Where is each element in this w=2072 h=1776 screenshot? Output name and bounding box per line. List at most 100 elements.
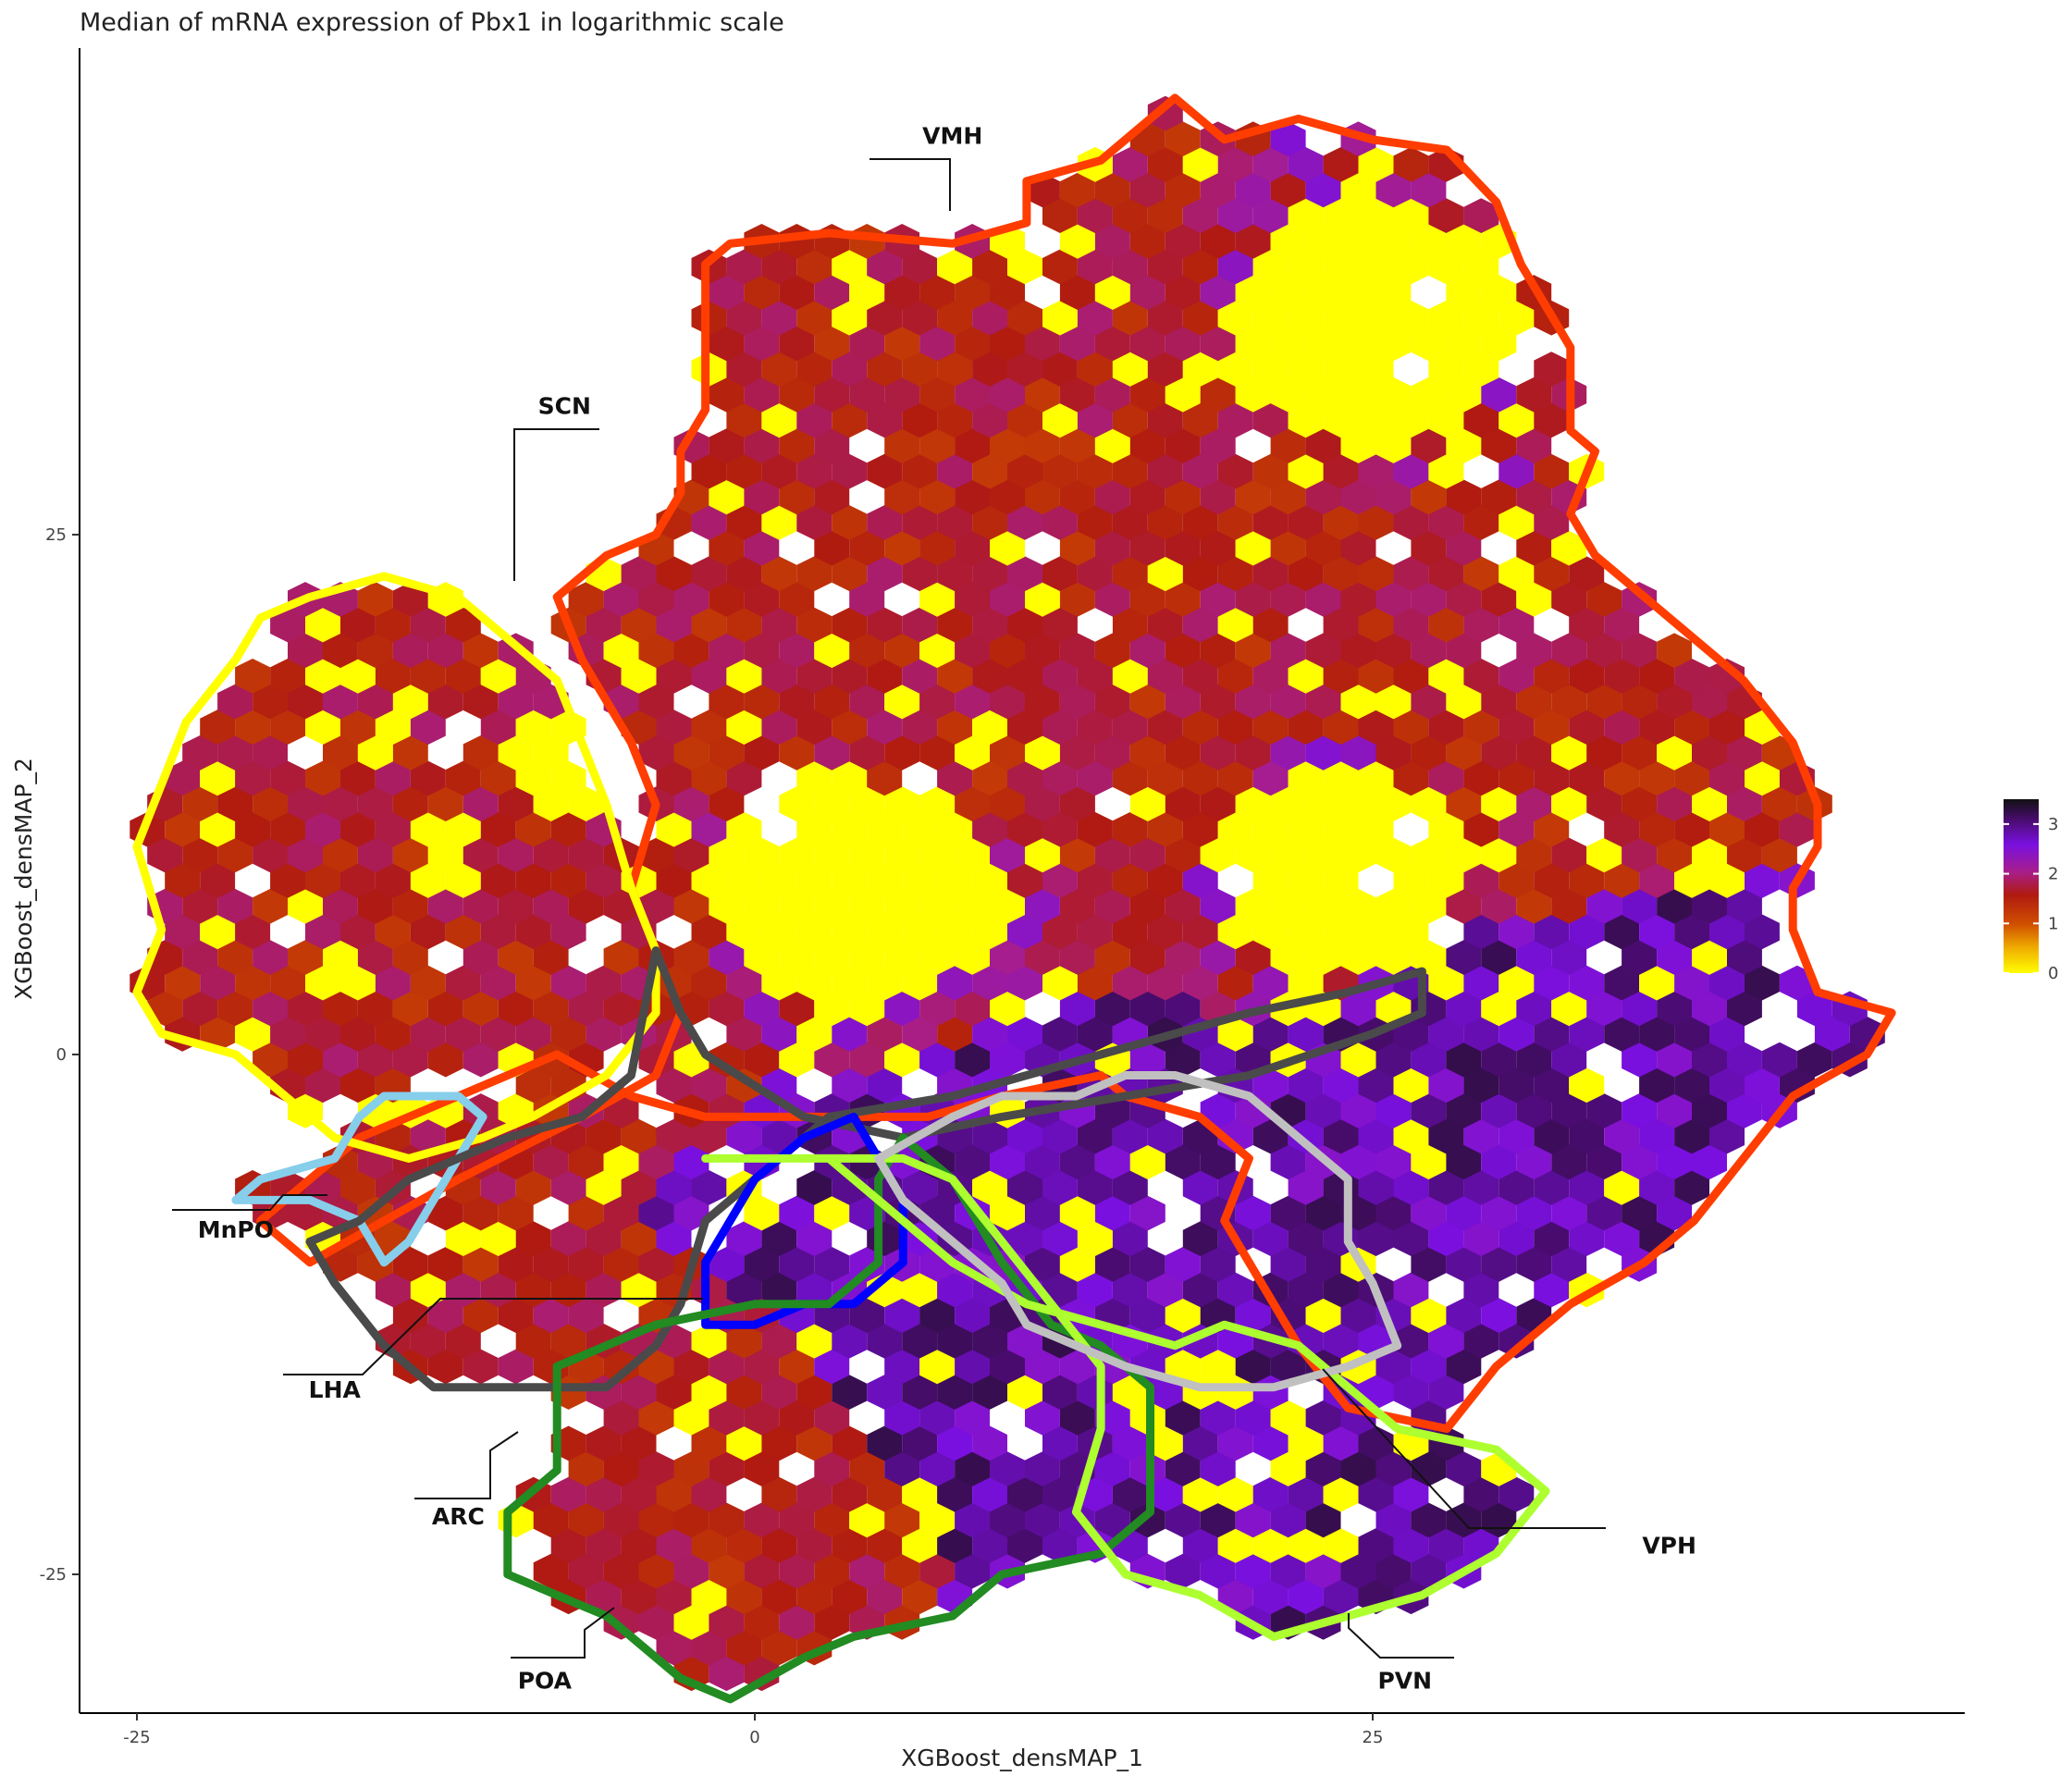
hex-cell: [1604, 1118, 1640, 1154]
hex-cell: [1305, 1502, 1341, 1538]
hex-cell: [1534, 863, 1570, 898]
hex-cell: [832, 249, 868, 285]
hex-cell: [1463, 1476, 1499, 1512]
hex-cell: [253, 940, 288, 975]
hex-cell: [1639, 659, 1675, 694]
hex-cell: [884, 1349, 920, 1385]
hex-cell: [937, 1476, 973, 1512]
hex-cell: [1463, 556, 1499, 592]
hex-cell: [1112, 352, 1148, 387]
hex-cell: [1200, 1502, 1236, 1538]
hex-cell: [1077, 863, 1113, 898]
hex-cell: [1604, 760, 1640, 796]
hex-cell: [849, 735, 885, 771]
hex-cell: [1235, 1298, 1271, 1333]
hex-cell: [1288, 709, 1324, 745]
hex-cell: [919, 582, 956, 617]
hex-cell: [1534, 811, 1570, 847]
hex-cell: [919, 1553, 956, 1589]
hex-cell: [1446, 786, 1482, 821]
hex-cell: [972, 709, 1007, 745]
hex-cell: [726, 1375, 762, 1410]
hex-cell: [462, 1298, 499, 1333]
hex-cell: [1639, 1067, 1675, 1104]
hex-cell: [1165, 1298, 1201, 1333]
region-outline-poa: [503, 1133, 1154, 1704]
hex-cell: [726, 1118, 762, 1154]
hex-cell: [1252, 198, 1289, 233]
hex-cell: [1428, 453, 1464, 489]
hex-cell: [621, 1221, 657, 1256]
hex-cell: [972, 659, 1007, 694]
hex-cell: [691, 505, 727, 540]
hex-cell: [1498, 402, 1535, 438]
hex-cell: [410, 863, 446, 898]
hex-cell: [515, 709, 551, 745]
hex-cell: [1252, 402, 1289, 438]
hex-cell: [990, 991, 1025, 1027]
hex-cell: [1428, 1528, 1464, 1563]
hex-cell: [919, 530, 956, 566]
hex-cell: [550, 1017, 586, 1052]
hex-cell: [1305, 479, 1341, 515]
hex-cell: [1129, 1144, 1166, 1180]
hex-cell: [814, 991, 850, 1027]
hex-cell: [1094, 888, 1130, 924]
hex-cell: [288, 837, 323, 873]
hex-cell: [1323, 556, 1359, 592]
hex-cell: [603, 1451, 639, 1486]
hex-cell: [1516, 479, 1552, 515]
hex-cell: [1165, 1400, 1201, 1436]
hex-cell: [1446, 940, 1482, 975]
hex-cell: [1446, 1042, 1482, 1078]
hex-cell: [849, 786, 885, 821]
hex-cell: [972, 1528, 1007, 1563]
hex-cell: [902, 1425, 938, 1462]
hex-cell: [779, 1042, 815, 1078]
hex-cell: [796, 402, 832, 438]
hex-cell: [902, 1017, 938, 1052]
hex-cell: [1129, 1298, 1166, 1333]
hex-cell: [1182, 709, 1218, 745]
hex-cell: [919, 991, 956, 1027]
hex-cell: [919, 684, 956, 720]
hex-cell: [586, 1118, 622, 1154]
hex-cell: [1393, 607, 1429, 643]
hex-cell: [902, 1323, 938, 1359]
hex-cell: [1129, 1247, 1166, 1282]
hex-cell: [1112, 1170, 1148, 1205]
hex-cell: [1147, 402, 1183, 438]
hex-cell: [796, 607, 832, 643]
hex-cell: [796, 659, 832, 694]
hex-cell: [1604, 1017, 1640, 1052]
hex-cell: [1270, 940, 1306, 975]
hex-cell: [1112, 1118, 1148, 1154]
hex-cell: [744, 1605, 780, 1640]
hex-cell: [515, 811, 551, 847]
hex-cell: [1025, 633, 1060, 669]
hex-cell: [568, 991, 604, 1027]
hex-cell: [1639, 863, 1675, 898]
hex-cell: [480, 709, 516, 745]
hex-cell: [902, 659, 938, 694]
hex-cell: [1375, 376, 1412, 413]
hex-cell: [1375, 786, 1412, 821]
hex-cell: [427, 1247, 463, 1282]
hex-cell: [691, 709, 727, 745]
hex-cell: [902, 1579, 938, 1615]
hex-cell: [462, 1195, 499, 1231]
hex-cell: [1657, 888, 1692, 924]
hex-cell: [919, 837, 956, 873]
hex-cell: [726, 249, 762, 285]
hex-cell: [1182, 505, 1218, 540]
hex-cell: [709, 1400, 745, 1436]
hex-cell: [919, 275, 956, 310]
hex-cell: [427, 1298, 463, 1333]
hex-cell: [1340, 428, 1376, 463]
hex-cell: [832, 1375, 868, 1410]
hex-cell: [305, 659, 340, 694]
hex-cell: [200, 811, 236, 847]
hex-cell: [1007, 1221, 1042, 1256]
hex-cell: [550, 863, 586, 898]
hex-cell: [515, 965, 551, 1001]
